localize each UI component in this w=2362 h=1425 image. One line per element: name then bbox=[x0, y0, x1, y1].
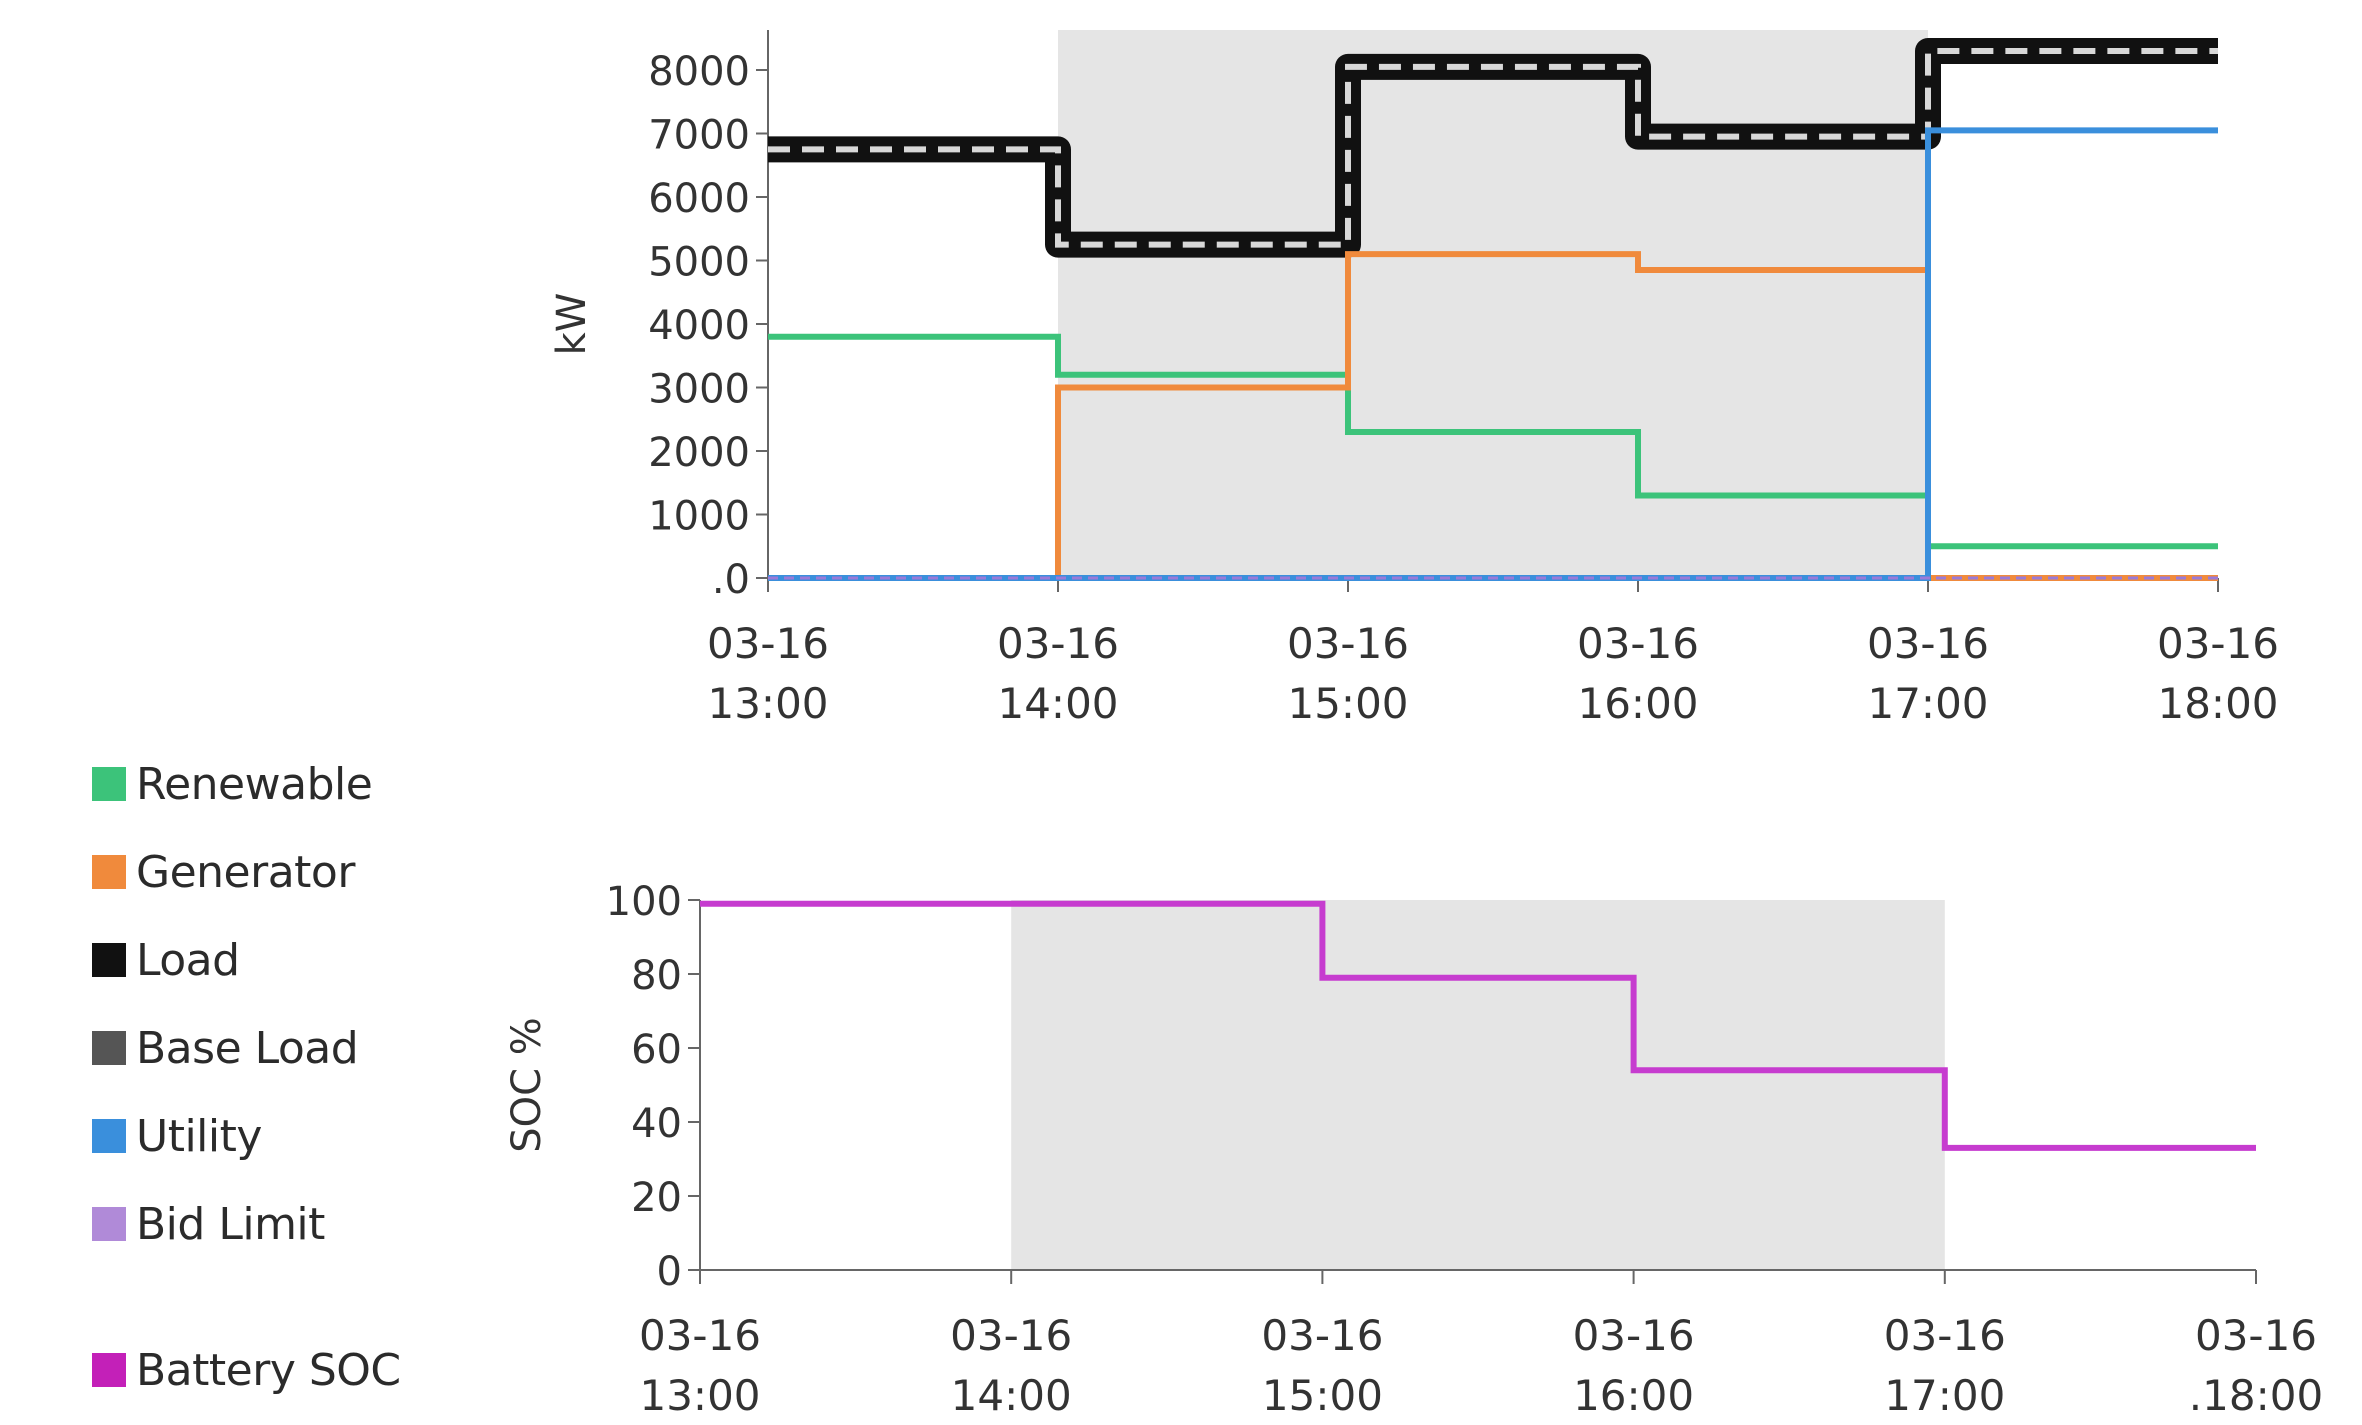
legend-swatch-bid-limit bbox=[92, 1207, 126, 1241]
soc-x-tick-date: 03-16 bbox=[950, 1311, 1072, 1360]
power-y-tick-label: 2000 bbox=[648, 430, 750, 476]
power-x-tick-date: 03-16 bbox=[2157, 619, 2279, 668]
soc-x-tick-date: 03-16 bbox=[639, 1311, 761, 1360]
soc-series-battery-soc bbox=[700, 900, 2256, 1151]
legend-label-generator: Generator bbox=[136, 846, 355, 898]
legend-label-base-load: Base Load bbox=[136, 1022, 359, 1074]
legend-swatch-battery-soc bbox=[92, 1353, 126, 1387]
power-y-tick-label: .0 bbox=[712, 557, 750, 603]
power-x-tick-time: 14:00 bbox=[997, 679, 1118, 728]
power-shaded-region bbox=[1058, 30, 1928, 578]
power-x-tick-time: 16:00 bbox=[1577, 679, 1698, 728]
legend-swatch-utility bbox=[92, 1119, 126, 1153]
soc-y-tick-label: 0 bbox=[657, 1249, 682, 1295]
legend-item-base-load[interactable]: Base Load bbox=[92, 1018, 359, 1078]
soc-x-tick-time: .18:00 bbox=[2189, 1371, 2323, 1420]
soc-y-tick-label: 80 bbox=[631, 953, 682, 999]
soc-x-tick-time: 17:00 bbox=[1884, 1371, 2005, 1420]
soc-x-tick-time: 14:00 bbox=[951, 1371, 1072, 1420]
power-y-tick-label: 3000 bbox=[648, 367, 750, 413]
power-x-tick-date: 03-16 bbox=[1867, 619, 1989, 668]
legend-swatch-generator bbox=[92, 855, 126, 889]
power-y-tick-label: 1000 bbox=[648, 494, 750, 540]
power-x-tick-time: 17:00 bbox=[1867, 679, 1988, 728]
power-y-tick-label: 5000 bbox=[648, 240, 750, 286]
legend-swatch-renewable bbox=[92, 767, 126, 801]
power-chart: .0 1000 2000 3000 4000 5000 6000 7000 8000 03-16 1… bbox=[549, 30, 2279, 728]
power-x-tick-date: 03-16 bbox=[1287, 619, 1409, 668]
legend-item-battery-soc[interactable]: Battery SOC bbox=[92, 1340, 401, 1400]
legend-swatch-load bbox=[92, 943, 126, 977]
power-series-load-line bbox=[768, 47, 2218, 248]
power-x-tick-time: 13:00 bbox=[707, 679, 828, 728]
legend-label-bid-limit: Bid Limit bbox=[136, 1198, 325, 1250]
legend-label-battery-soc: Battery SOC bbox=[136, 1344, 401, 1396]
power-y-axis-label: kW bbox=[549, 293, 595, 356]
soc-chart: 0 20 40 60 80 100 03-16 13:00 03-16 14:00 03-16 15:… bbox=[504, 879, 2323, 1420]
soc-shaded-region bbox=[1011, 900, 1945, 1270]
soc-x-tick-date: 03-16 bbox=[1884, 1311, 2006, 1360]
soc-x-tick-time: 13:00 bbox=[639, 1371, 760, 1420]
soc-y-axis-label: SOC % bbox=[504, 1017, 550, 1153]
soc-x-tick-date: 03-16 bbox=[2195, 1311, 2317, 1360]
soc-y-tick-label: 20 bbox=[631, 1175, 682, 1221]
legend-item-generator[interactable]: Generator bbox=[92, 842, 355, 902]
soc-y-tick-label: 40 bbox=[631, 1101, 682, 1147]
soc-x-tick-date: 03-16 bbox=[1261, 1311, 1383, 1360]
power-x-tick-date: 03-16 bbox=[1577, 619, 1699, 668]
power-y-tick-label: 7000 bbox=[648, 113, 750, 159]
legend-label-utility: Utility bbox=[136, 1110, 262, 1162]
legend-item-utility[interactable]: Utility bbox=[92, 1106, 262, 1166]
legend-item-renewable[interactable]: Renewable bbox=[92, 754, 373, 814]
soc-y-tick-label: 100 bbox=[606, 879, 682, 925]
power-x-tick-date: 03-16 bbox=[707, 619, 829, 668]
power-y-tick-label: 4000 bbox=[648, 303, 750, 349]
soc-y-tick-label: 60 bbox=[631, 1027, 682, 1073]
legend-item-load[interactable]: Load bbox=[92, 930, 240, 990]
legend-item-bid-limit[interactable]: Bid Limit bbox=[92, 1194, 325, 1254]
power-x-tick-date: 03-16 bbox=[997, 619, 1119, 668]
legend: Renewable Generator Load Base Load Utili… bbox=[92, 0, 452, 1425]
soc-x-tick-time: 16:00 bbox=[1573, 1371, 1694, 1420]
legend-swatch-base-load bbox=[92, 1031, 126, 1065]
legend-label-renewable: Renewable bbox=[136, 758, 373, 810]
power-x-tick-time: 18:00 bbox=[2157, 679, 2278, 728]
power-x-tick-time: 15:00 bbox=[1287, 679, 1408, 728]
power-y-tick-label: 8000 bbox=[648, 49, 750, 95]
soc-x-tick-date: 03-16 bbox=[1573, 1311, 1695, 1360]
soc-x-tick-time: 15:00 bbox=[1262, 1371, 1383, 1420]
power-y-tick-label: 6000 bbox=[648, 176, 750, 222]
legend-label-load: Load bbox=[136, 934, 240, 986]
